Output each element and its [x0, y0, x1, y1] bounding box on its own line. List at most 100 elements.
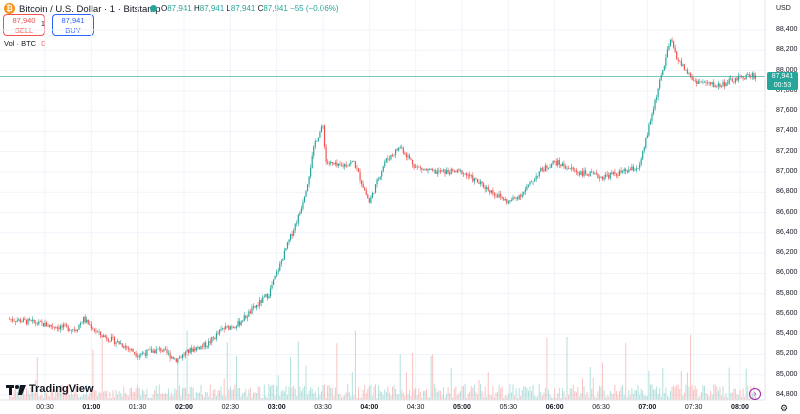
candle-body — [177, 358, 179, 363]
price-axis-label: 86,600 — [776, 208, 798, 216]
volume-bar — [56, 390, 58, 400]
candle-body — [215, 333, 218, 339]
volume-bar — [514, 396, 516, 400]
volume-bar — [458, 392, 460, 400]
candle-body — [691, 76, 693, 80]
volume-bar — [592, 377, 594, 400]
volume-bar — [615, 390, 617, 400]
candle-body — [229, 326, 231, 330]
candle-body — [146, 349, 148, 356]
settings-gear-icon[interactable]: ⚙ — [780, 403, 789, 413]
candle-body — [421, 167, 423, 170]
candle-body — [723, 81, 726, 87]
candle-body — [405, 154, 407, 158]
volume-bar — [12, 396, 14, 400]
candle-body — [106, 336, 108, 340]
volume-bar — [697, 397, 699, 400]
volume-bar — [361, 397, 363, 400]
volume-bar — [114, 397, 115, 400]
candle-body — [331, 161, 333, 164]
candle-body — [144, 353, 146, 356]
volume-bar — [510, 392, 512, 400]
price-axis-label: 87,200 — [776, 147, 798, 155]
candle-body — [561, 163, 563, 166]
volume-bar — [164, 393, 166, 400]
candle-body — [359, 172, 361, 181]
volume-bar — [668, 397, 670, 400]
candle-body — [708, 82, 710, 83]
candle-body — [100, 331, 102, 336]
volume-bar — [412, 352, 414, 400]
candle-body — [271, 284, 273, 289]
volume-bar — [46, 393, 48, 400]
candle-body — [129, 348, 131, 350]
candle-body — [453, 170, 455, 172]
candle-body — [574, 169, 576, 171]
candle-body — [367, 194, 369, 199]
chart-header: ₿ Bitcoin / U.S. Dollar · 1 · Bitstamp O… — [0, 0, 765, 18]
volume-bar — [642, 390, 644, 400]
volume-bar — [564, 397, 566, 400]
volume-bar — [682, 395, 684, 400]
volume-bar — [103, 391, 105, 400]
volume-bar — [342, 396, 344, 400]
candle-body — [669, 39, 672, 46]
candle-body — [399, 147, 401, 148]
volume-bar — [232, 389, 234, 400]
candle-body — [458, 169, 460, 171]
buy-price: 87,941 — [61, 16, 85, 25]
volume-bar — [512, 384, 514, 400]
volume-bar — [673, 385, 675, 400]
candle-body — [541, 168, 543, 171]
candle-body — [24, 318, 26, 320]
candle-body — [288, 239, 290, 243]
volume-bar — [152, 394, 154, 400]
volume-bar — [543, 392, 545, 400]
volume-bar — [154, 390, 156, 400]
volume-value: 0 — [41, 39, 46, 48]
candle-body — [645, 137, 647, 148]
volume-bar — [112, 390, 114, 400]
volume-bar — [92, 349, 94, 400]
candle-body — [683, 64, 685, 70]
volume-bar — [195, 391, 197, 400]
symbol-title[interactable]: Bitcoin / U.S. Dollar · 1 · Bitstamp — [19, 4, 161, 15]
volume-bar — [527, 390, 529, 400]
candle-body — [564, 166, 567, 169]
volume-bar — [588, 397, 590, 400]
volume-bar — [49, 396, 51, 400]
currency-label[interactable]: USD — [776, 5, 791, 12]
candle-body — [297, 214, 299, 223]
candle-body — [246, 316, 248, 318]
candle-body — [606, 174, 608, 176]
volume-bar — [47, 395, 49, 400]
volume-bar — [736, 394, 738, 400]
volume-bar — [274, 395, 276, 400]
volume-bar — [160, 393, 162, 400]
candle-body — [444, 169, 446, 175]
volume-bar — [432, 354, 434, 400]
price-axis-label: 87,000 — [776, 167, 798, 175]
volume-bar — [716, 386, 718, 400]
candle-body — [226, 325, 228, 327]
candle-body — [696, 80, 698, 84]
volume-bar — [95, 390, 97, 400]
scroll-to-realtime-button[interactable]: › — [749, 388, 761, 400]
volume-bar — [348, 392, 350, 400]
volume-bar — [711, 395, 713, 400]
time-axis-label: 02:00 — [175, 404, 193, 411]
volume-bar — [674, 386, 676, 400]
candle-body — [8, 318, 11, 320]
candle-body — [666, 49, 669, 58]
volume-bar — [161, 393, 163, 400]
volume-bar — [229, 387, 231, 400]
candle-body — [663, 66, 665, 71]
candle-body — [710, 82, 712, 85]
volume-bar — [469, 391, 471, 400]
candle-body — [404, 152, 406, 155]
candle-body — [625, 168, 627, 171]
candle-body — [747, 74, 749, 75]
candle-body — [245, 315, 247, 318]
volume-indicator-legend[interactable]: Vol · BTC 0 — [4, 39, 45, 48]
